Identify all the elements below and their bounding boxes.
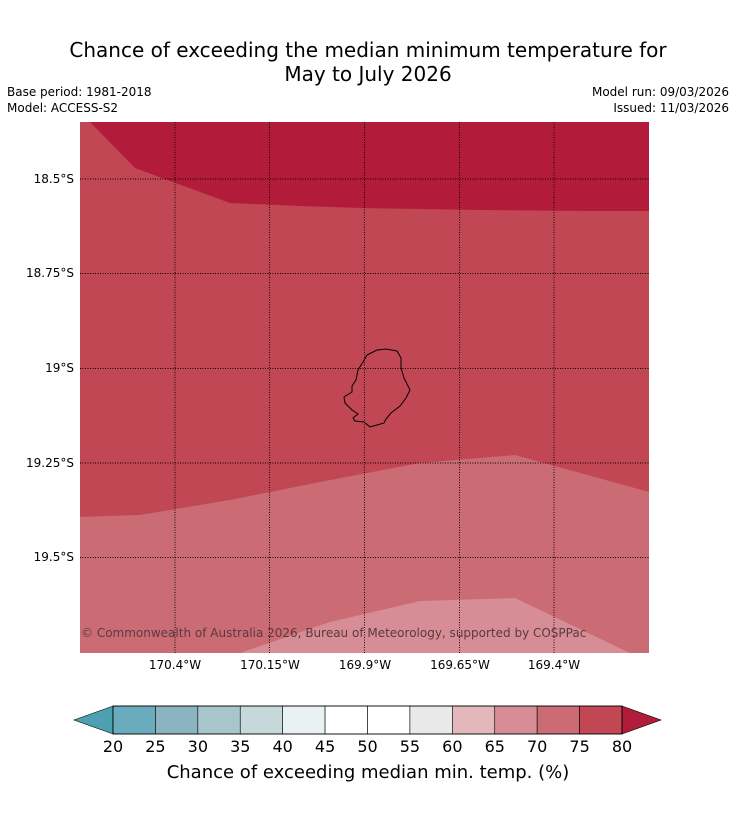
colorbar-tick-label: 55 (399, 737, 421, 756)
colorbar-segment (112, 705, 156, 735)
colorbar-under-arrow (73, 705, 114, 735)
colorbar-segment (494, 705, 538, 735)
island-outline (343, 348, 411, 428)
colorbar-label: Chance of exceeding median min. temp. (%… (166, 762, 570, 783)
graticule (80, 122, 649, 653)
map-area (80, 122, 649, 653)
chart-title: Chance of exceeding the median minimum t… (0, 38, 736, 86)
colorbar (73, 705, 662, 735)
lat-label-18-5: 18.5°S (33, 172, 74, 186)
meta-left: Base period: 1981-2018 Model: ACCESS-S2 (7, 84, 152, 116)
colorbar-segment (324, 705, 368, 735)
title-line-1: Chance of exceeding the median minimum t… (69, 38, 667, 62)
region-65-70 (240, 598, 630, 653)
colorbar-tick-label: 80 (611, 737, 633, 756)
colorbar-segment (452, 705, 496, 735)
lon-label-169-65: 169.65°W (430, 658, 490, 672)
colorbar-tick-label: 30 (187, 737, 209, 756)
lat-label-19: 19°S (45, 361, 74, 375)
model-run: Model run: 09/03/2026 (591, 85, 729, 99)
colorbar-tick-label: 75 (569, 737, 590, 756)
lon-label-170-4: 170.4°W (148, 658, 202, 672)
colorbar-segment (239, 705, 283, 735)
region-80-plus (90, 122, 649, 211)
colorbar-segment (579, 705, 623, 735)
colorbar-tick-label: 20 (102, 737, 124, 756)
colorbar-segment (197, 705, 241, 735)
lon-label-170-15: 170.15°W (240, 658, 300, 672)
colorbar-tick-label: 35 (230, 737, 251, 756)
lat-label-19-5: 19.5°S (33, 550, 74, 564)
colorbar-tick-label: 70 (526, 737, 548, 756)
title-line-2: May to July 2026 (284, 62, 452, 86)
lon-label-169-4: 169.4°W (527, 658, 581, 672)
colorbar-over-arrow (621, 705, 662, 735)
colorbar-segment (155, 705, 199, 735)
base-period: Base period: 1981-2018 (7, 85, 152, 99)
colorbar-frame (112, 705, 623, 735)
lat-label-18-75: 18.75°S (26, 266, 74, 280)
lat-label-19-25: 19.25°S (26, 456, 74, 470)
colorbar-segment (409, 705, 453, 735)
colorbar-tick-label: 65 (484, 737, 505, 756)
colorbar-tick-label: 25 (145, 737, 166, 756)
colorbar-segments (112, 705, 623, 735)
colorbar-tick-label: 45 (314, 737, 336, 756)
colorbar-tick-label: 50 (357, 737, 378, 756)
colorbar-tick-label: 40 (272, 737, 293, 756)
colorbar-segment (536, 705, 580, 735)
meta-right: Model run: 09/03/2026 Issued: 11/03/2026 (592, 84, 729, 116)
copyright-notice: © Commonwealth of Australia 2026, Bureau… (81, 626, 587, 640)
model-name: Model: ACCESS-S2 (7, 101, 119, 115)
issued-date: Issued: 11/03/2026 (613, 101, 729, 115)
colorbar-tick-label: 60 (442, 737, 463, 756)
lon-label-169-9: 169.9°W (338, 658, 392, 672)
colorbar-segment (282, 705, 326, 735)
colorbar-segment (367, 705, 411, 735)
